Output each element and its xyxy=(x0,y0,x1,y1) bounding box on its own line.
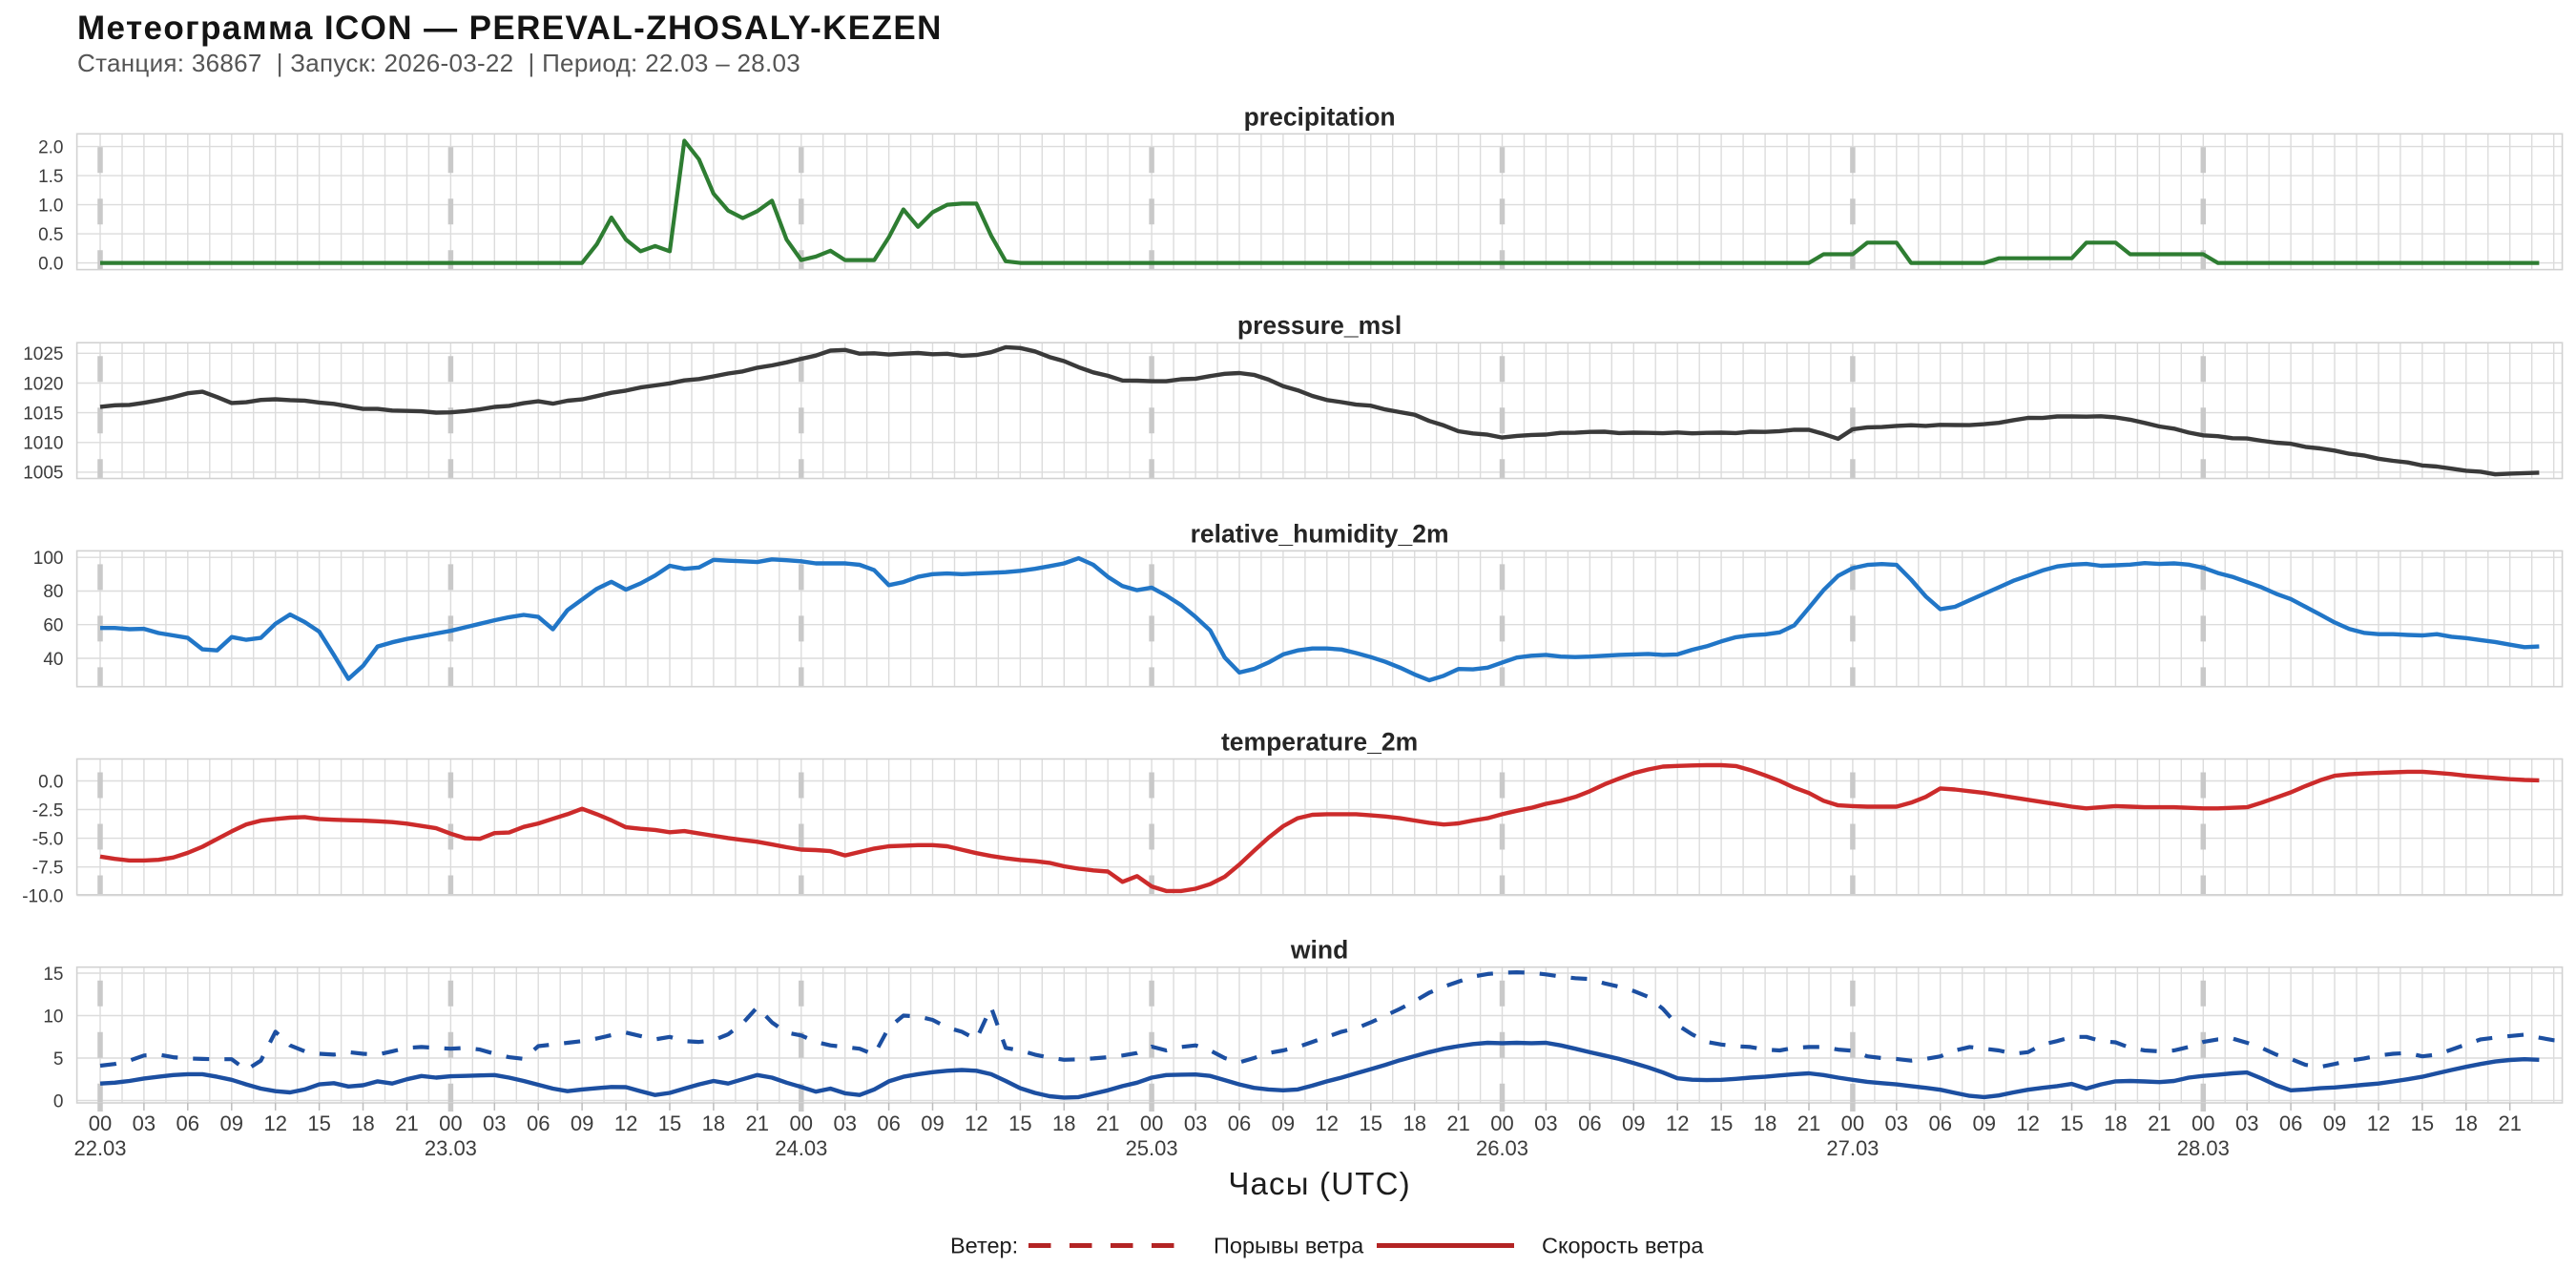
svg-text:100: 100 xyxy=(33,549,64,569)
svg-text:18: 18 xyxy=(1754,1111,1776,1135)
svg-text:1025: 1025 xyxy=(23,344,63,364)
svg-text:21: 21 xyxy=(1797,1111,1820,1135)
svg-text:03: 03 xyxy=(133,1111,156,1135)
svg-text:1.5: 1.5 xyxy=(38,167,63,187)
svg-text:21: 21 xyxy=(746,1111,769,1135)
svg-text:09: 09 xyxy=(571,1111,593,1135)
svg-text:Часы (UTC): Часы (UTC) xyxy=(1228,1166,1411,1201)
svg-text:27.03: 27.03 xyxy=(1826,1136,1879,1160)
svg-text:03: 03 xyxy=(1184,1111,1207,1135)
svg-text:18: 18 xyxy=(2104,1111,2127,1135)
svg-text:12: 12 xyxy=(1666,1111,1689,1135)
svg-text:06: 06 xyxy=(1578,1111,1601,1135)
svg-text:06: 06 xyxy=(527,1111,550,1135)
svg-text:1005: 1005 xyxy=(23,464,63,484)
svg-text:10: 10 xyxy=(43,1007,63,1027)
svg-text:00: 00 xyxy=(439,1111,462,1135)
svg-text:18: 18 xyxy=(702,1111,725,1135)
svg-text:Метеограмма ICON — PEREVAL-ZHO: Метеограмма ICON — PEREVAL-ZHOSALY-KEZEN xyxy=(77,10,943,47)
svg-text:relative_humidity_2m: relative_humidity_2m xyxy=(1191,519,1449,548)
svg-text:12: 12 xyxy=(1316,1111,1339,1135)
svg-text:03: 03 xyxy=(1534,1111,1557,1135)
svg-text:03: 03 xyxy=(483,1111,506,1135)
svg-text:28.03: 28.03 xyxy=(2177,1136,2230,1160)
svg-text:80: 80 xyxy=(43,582,63,602)
svg-text:22.03: 22.03 xyxy=(73,1136,126,1160)
svg-text:24.03: 24.03 xyxy=(775,1136,827,1160)
svg-text:0.0: 0.0 xyxy=(38,254,63,274)
svg-text:00: 00 xyxy=(2192,1111,2214,1135)
svg-text:temperature_2m: temperature_2m xyxy=(1221,728,1418,757)
svg-text:wind: wind xyxy=(1290,936,1348,965)
svg-text:15: 15 xyxy=(658,1111,681,1135)
svg-text:-2.5: -2.5 xyxy=(32,800,64,821)
svg-text:09: 09 xyxy=(1972,1111,1995,1135)
svg-text:1015: 1015 xyxy=(23,404,63,424)
svg-text:18: 18 xyxy=(2455,1111,2478,1135)
svg-text:09: 09 xyxy=(1622,1111,1645,1135)
svg-text:21: 21 xyxy=(395,1111,418,1135)
svg-text:60: 60 xyxy=(43,616,63,636)
svg-text:Скорость ветра: Скорость ветра xyxy=(1542,1234,1704,1258)
svg-text:00: 00 xyxy=(1490,1111,1513,1135)
svg-text:09: 09 xyxy=(921,1111,944,1135)
svg-text:1.0: 1.0 xyxy=(38,196,63,216)
svg-text:15: 15 xyxy=(2411,1111,2434,1135)
svg-text:00: 00 xyxy=(1841,1111,1864,1135)
svg-text:21: 21 xyxy=(2148,1111,2171,1135)
svg-text:Ветер:: Ветер: xyxy=(950,1234,1018,1258)
svg-text:0: 0 xyxy=(53,1091,64,1111)
svg-text:18: 18 xyxy=(351,1111,374,1135)
svg-text:15: 15 xyxy=(1710,1111,1733,1135)
svg-text:5: 5 xyxy=(53,1049,64,1070)
svg-text:15: 15 xyxy=(43,965,63,985)
svg-text:03: 03 xyxy=(2235,1111,2258,1135)
svg-text:26.03: 26.03 xyxy=(1476,1136,1528,1160)
svg-text:12: 12 xyxy=(965,1111,987,1135)
svg-text:12: 12 xyxy=(263,1111,286,1135)
svg-text:15: 15 xyxy=(307,1111,330,1135)
svg-text:03: 03 xyxy=(833,1111,856,1135)
svg-text:18: 18 xyxy=(1402,1111,1425,1135)
svg-text:Порывы ветра: Порывы ветра xyxy=(1214,1234,1364,1258)
svg-text:06: 06 xyxy=(1928,1111,1951,1135)
svg-text:precipitation: precipitation xyxy=(1244,102,1396,131)
svg-text:06: 06 xyxy=(2279,1111,2302,1135)
svg-text:00: 00 xyxy=(89,1111,112,1135)
svg-text:00: 00 xyxy=(1140,1111,1163,1135)
svg-text:03: 03 xyxy=(1885,1111,1908,1135)
svg-text:09: 09 xyxy=(220,1111,243,1135)
svg-text:06: 06 xyxy=(877,1111,900,1135)
svg-text:0.0: 0.0 xyxy=(38,772,63,792)
svg-text:1010: 1010 xyxy=(23,434,63,454)
svg-text:21: 21 xyxy=(2498,1111,2521,1135)
svg-text:21: 21 xyxy=(1096,1111,1119,1135)
svg-text:25.03: 25.03 xyxy=(1126,1136,1178,1160)
svg-text:09: 09 xyxy=(2323,1111,2346,1135)
svg-text:-5.0: -5.0 xyxy=(32,829,64,849)
svg-text:12: 12 xyxy=(2367,1111,2390,1135)
svg-text:12: 12 xyxy=(2016,1111,2039,1135)
svg-text:40: 40 xyxy=(43,650,63,670)
svg-text:09: 09 xyxy=(1272,1111,1295,1135)
svg-text:Станция: 36867 | Запуск: 2026: Станция: 36867 | Запуск: 2026-03-22 | Пе… xyxy=(77,49,800,77)
svg-text:-10.0: -10.0 xyxy=(22,887,63,907)
svg-text:15: 15 xyxy=(1360,1111,1382,1135)
svg-text:15: 15 xyxy=(1008,1111,1031,1135)
svg-text:00: 00 xyxy=(790,1111,813,1135)
svg-text:18: 18 xyxy=(1052,1111,1075,1135)
svg-text:21: 21 xyxy=(1446,1111,1469,1135)
svg-text:-7.5: -7.5 xyxy=(32,859,64,879)
svg-text:12: 12 xyxy=(614,1111,637,1135)
svg-text:06: 06 xyxy=(177,1111,199,1135)
svg-text:15: 15 xyxy=(2060,1111,2083,1135)
svg-text:1020: 1020 xyxy=(23,374,63,394)
svg-text:0.5: 0.5 xyxy=(38,225,63,245)
svg-text:06: 06 xyxy=(1228,1111,1251,1135)
svg-text:pressure_msl: pressure_msl xyxy=(1237,311,1402,340)
svg-text:2.0: 2.0 xyxy=(38,137,63,157)
svg-text:23.03: 23.03 xyxy=(425,1136,477,1160)
